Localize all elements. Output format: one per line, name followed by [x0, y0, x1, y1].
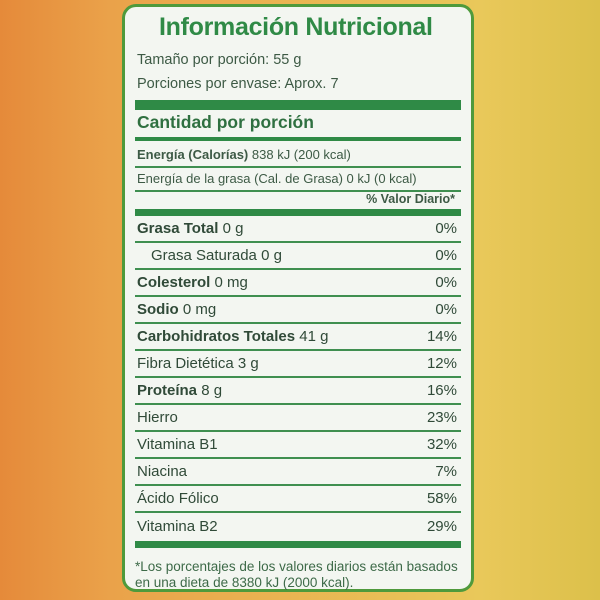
nutrient-row: Grasa Saturada 0 g 0% — [135, 243, 461, 270]
nutrient-table: Grasa Total 0 g 0% Grasa Saturada 0 g 0% Col… — [135, 216, 461, 540]
fat-energy-row: Energía de la grasa (Cal. de Grasa) 0 kJ… — [137, 171, 417, 186]
divider — [135, 137, 461, 141]
nutrient-row: Fibra Dietética 3 g 12% — [135, 351, 461, 378]
nutrient-name: Sodio 0 mg — [137, 301, 216, 318]
servings-per-container: Porciones por envase: Aprox. 7 — [137, 76, 339, 92]
nutrient-label: Sodio — [137, 301, 179, 318]
nutrient-daily-value: 0% — [435, 247, 457, 264]
nutrient-row: Sodio 0 mg 0% — [135, 297, 461, 324]
energy-value: 838 kJ (200 kcal) — [251, 147, 351, 162]
energy-label: Energía (Calorías) — [137, 147, 249, 162]
nutrient-label: Proteína — [137, 382, 198, 399]
nutrient-label: Vitamina B2 — [137, 518, 218, 535]
nutrient-amount: 0 g — [261, 247, 282, 264]
nutrient-daily-value: 0% — [435, 301, 457, 318]
nutrient-row: Niacina 7% — [135, 459, 461, 486]
nutrient-daily-value: 32% — [426, 436, 457, 453]
nutrient-name: Grasa Saturada 0 g — [137, 247, 282, 264]
nutrient-row: Carbohidratos Totales 41 g 14% — [135, 324, 461, 351]
nutrient-label: Grasa Saturada — [151, 247, 257, 264]
label-title: Información Nutricional — [159, 13, 433, 41]
nutrient-label: Vitamina B1 — [137, 436, 218, 453]
nutrient-name: Fibra Dietética 3 g — [137, 355, 259, 372]
nutrient-label: Ácido Fólico — [137, 490, 219, 507]
nutrient-daily-value: 7% — [435, 463, 457, 480]
nutrient-label: Carbohidratos Totales — [137, 328, 296, 345]
nutrient-row: Proteína 8 g 16% — [135, 378, 461, 405]
nutrient-daily-value: 29% — [426, 518, 457, 535]
amount-per-serving: Cantidad por porción — [137, 112, 314, 132]
nutrient-name: Hierro — [137, 409, 178, 426]
nutrient-label: Hierro — [137, 409, 178, 426]
nutrient-name: Vitamina B2 — [137, 518, 218, 535]
daily-value-header: % Valor Diario* — [366, 192, 455, 206]
nutrient-label: Colesterol — [137, 274, 211, 291]
nutrient-row: Vitamina B1 32% — [135, 432, 461, 459]
nutrient-name: Proteína 8 g — [137, 382, 222, 399]
thick-divider — [135, 541, 461, 548]
nutrient-row: Colesterol 0 mg 0% — [135, 270, 461, 297]
nutrient-row: Hierro 23% — [135, 405, 461, 432]
nutrient-amount: 0 mg — [182, 301, 217, 318]
nutrient-name: Niacina — [137, 463, 187, 480]
nutrient-amount: 0 mg — [214, 274, 248, 291]
divider — [135, 190, 461, 192]
nutrient-amount: 8 g — [201, 382, 223, 399]
nutrient-amount: 0 g — [222, 220, 244, 237]
footnote: *Los porcentajes de los valores diarios … — [135, 559, 458, 590]
energy-row: Energía (Calorías) 838 kJ (200 kcal) — [137, 147, 351, 162]
nutrient-daily-value: 14% — [426, 328, 457, 345]
thick-divider — [135, 100, 461, 110]
nutrient-daily-value: 12% — [426, 355, 457, 372]
nutrient-amount: 41 g — [299, 328, 329, 345]
nutrient-row: Ácido Fólico 58% — [135, 486, 461, 513]
nutrient-row: Vitamina B2 29% — [135, 513, 461, 540]
nutrient-name: Colesterol 0 mg — [137, 274, 248, 291]
nutrition-label: Información Nutricional Tamaño por porci… — [122, 4, 474, 592]
nutrient-name: Carbohidratos Totales 41 g — [137, 328, 328, 345]
nutrient-daily-value: 0% — [435, 274, 457, 291]
nutrient-label: Fibra Dietética — [137, 355, 234, 372]
nutrient-name: Vitamina B1 — [137, 436, 218, 453]
nutrient-daily-value: 16% — [426, 382, 457, 399]
nutrient-label: Grasa Total — [137, 220, 219, 237]
nutrient-name: Ácido Fólico — [137, 490, 219, 507]
nutrient-row: Grasa Total 0 g 0% — [135, 216, 461, 243]
nutrient-label: Niacina — [137, 463, 188, 480]
thick-divider — [135, 209, 461, 216]
divider — [135, 166, 461, 168]
nutrient-amount: 3 g — [237, 355, 259, 372]
serving-size: Tamaño por porción: 55 g — [137, 52, 302, 68]
nutrient-daily-value: 23% — [426, 409, 457, 426]
nutrient-daily-value: 0% — [435, 220, 457, 237]
nutrient-daily-value: 58% — [426, 490, 457, 507]
nutrient-name: Grasa Total 0 g — [137, 220, 243, 237]
